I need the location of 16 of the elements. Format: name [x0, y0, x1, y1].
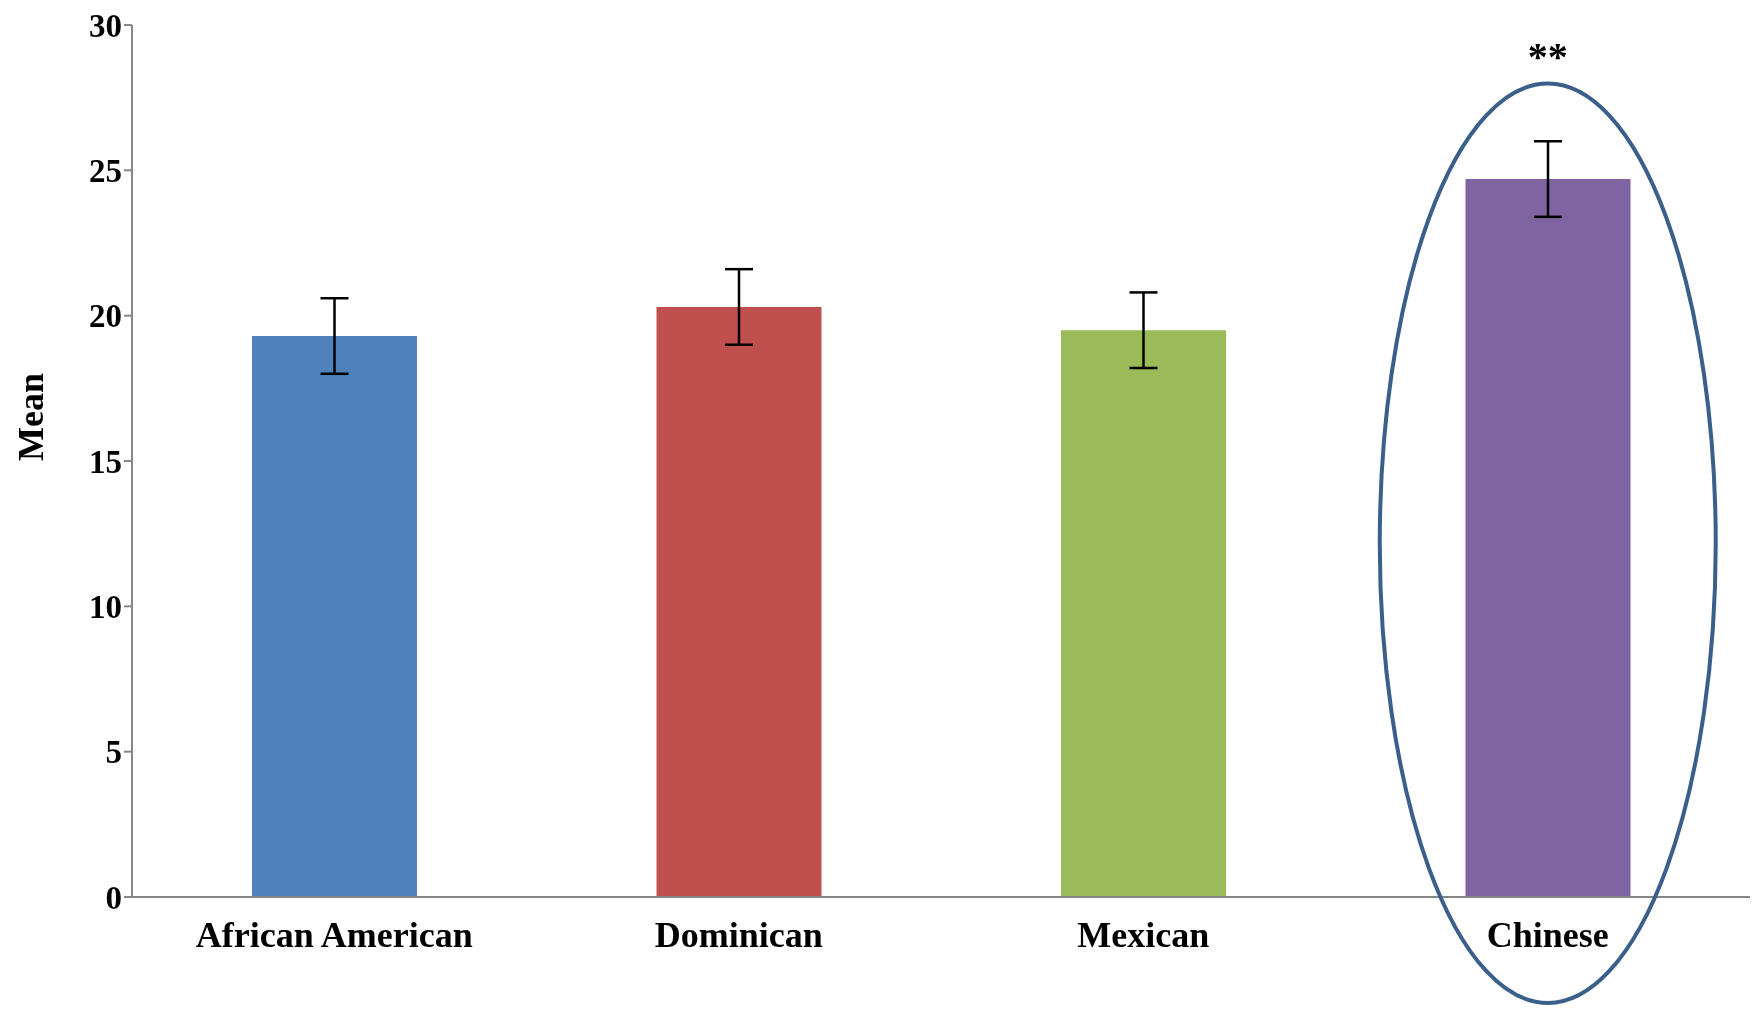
x-tick-label: Mexican [1077, 914, 1210, 955]
y-tick-label: 5 [105, 734, 122, 771]
annotation: ** [1527, 33, 1568, 79]
y-tick-label: 25 [89, 153, 122, 190]
y-tick-label: 10 [89, 589, 122, 626]
y-tick-label: 30 [89, 7, 122, 44]
bar [252, 336, 417, 897]
x-tick-label: Chinese [1486, 914, 1609, 955]
y-tick-label: 0 [105, 879, 122, 916]
y-axis-title: Mean [10, 373, 51, 461]
y-tick-label: 15 [89, 443, 122, 480]
bar [656, 306, 822, 897]
y-tick-label: 20 [89, 298, 122, 335]
x-tick-label: African American [195, 914, 473, 955]
bar [1061, 330, 1226, 897]
x-tick-label: Dominican [654, 914, 823, 955]
